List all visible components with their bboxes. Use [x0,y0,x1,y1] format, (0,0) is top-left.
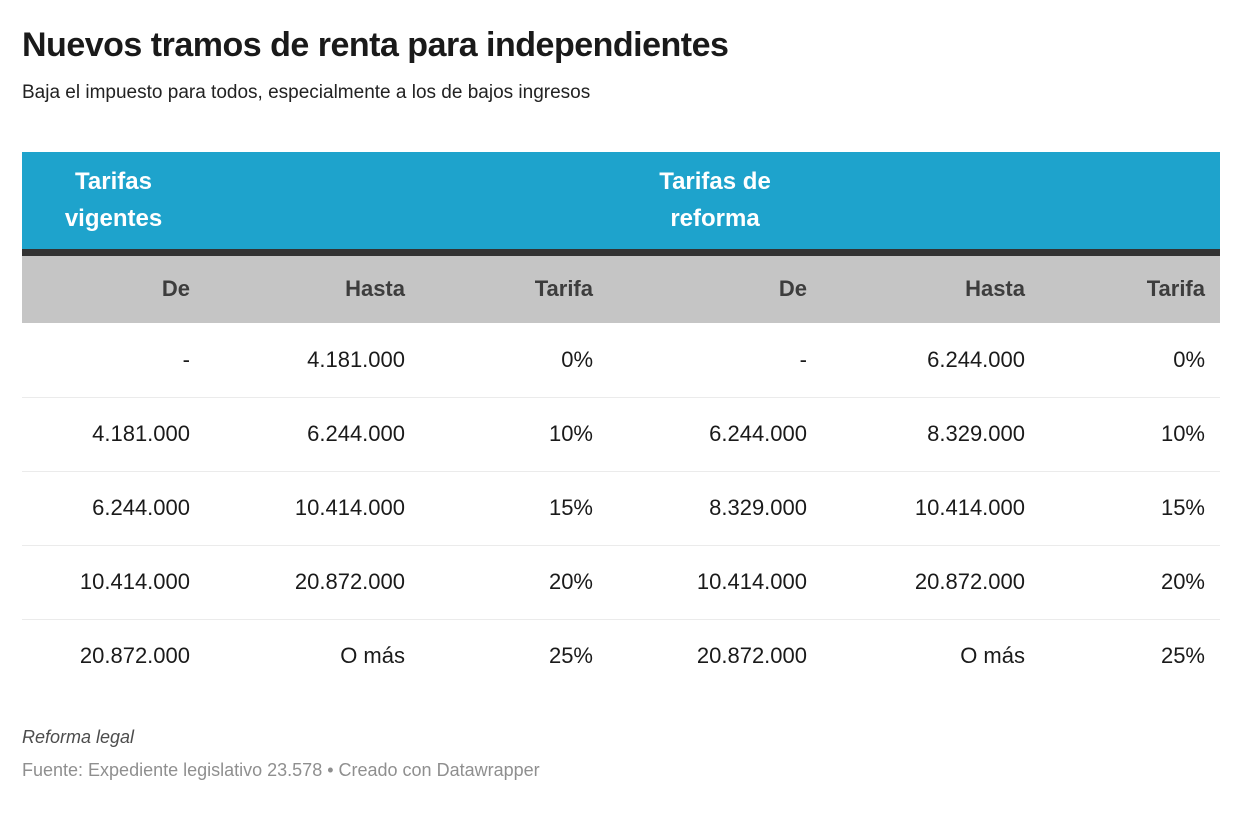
group-header-spacer [420,152,608,256]
column-header-de-current: De [22,252,205,323]
table-body: -4.181.000 0% -6.244.000 0% 4.181.000 6.244.0… [22,323,1220,693]
table-row: 4.181.000 6.244.000 10% 6.244.000 8.329.000 1… [22,396,1220,471]
table-cell: 25% [1040,618,1220,693]
table-cell: 6.244.000 [822,323,1040,397]
table-cell: O más [822,618,1040,693]
table-cell: 10.414.000 [205,470,420,545]
column-header-tarifa-reform: Tarifa [1040,252,1220,323]
table-cell: 20.872.000 [22,618,205,693]
table-cell: 10% [1040,396,1220,471]
group-header-reform-rates: Tarifas de reforma [608,152,822,256]
table-cell: 6.244.000 [22,470,205,545]
rate-table: Tarifas vigentes Tarifas de reforma De H… [22,152,1220,693]
table-cell: O más [205,618,420,693]
table-cell: 20% [1040,544,1220,619]
table-row: -4.181.000 0% -6.244.000 0% [22,323,1220,397]
table-row: 6.244.000 10.414.000 15% 8.329.000 10.414.00… [22,470,1220,545]
table-cell: 20.872.000 [608,618,822,693]
column-header-tarifa-current: Tarifa [420,252,608,323]
page-title: Nuevos tramos de renta para independient… [22,26,729,64]
page-subtitle: Baja el impuesto para todos, especialmen… [22,82,591,103]
table-cell: 20.872.000 [822,544,1040,619]
table-cell: 10.414.000 [608,544,822,619]
table-cell: 15% [1040,470,1220,545]
byline: Reforma legal [22,727,135,747]
column-header-hasta-reform: Hasta [822,252,1040,323]
table-cell: 6.244.000 [608,396,822,471]
table-cell: 10% [420,396,608,471]
group-header-spacer [205,152,420,256]
group-header-spacer [1040,152,1220,256]
table-cell: 4.181.000 [205,323,420,397]
group-header-current-rates: Tarifas vigentes [22,152,205,256]
table-cell: 25% [420,618,608,693]
table-cell: 8.329.000 [822,396,1040,471]
table-cell: 10.414.000 [22,544,205,619]
table-cell: 6.244.000 [205,396,420,471]
table-cell: 4.181.000 [22,396,205,471]
group-header-spacer [822,152,1040,256]
table-cell: 20.872.000 [205,544,420,619]
table-cell: 8.329.000 [608,470,822,545]
page: Nuevos tramos de renta para independient… [22,26,1220,780]
table-cell: 20% [420,544,608,619]
table-column-header-row: De Hasta Tarifa De Hasta Tarifa [22,252,1220,323]
table-group-header-row: Tarifas vigentes Tarifas de reforma [22,152,1220,256]
table-cell: 10.414.000 [822,470,1040,545]
table-cell: - [608,323,822,397]
table-cell: 15% [420,470,608,545]
column-header-hasta-current: Hasta [205,252,420,323]
table-cell: 0% [1040,323,1220,397]
table-cell: - [22,323,205,397]
source-credit: Fuente: Expediente legislativo 23.578 • … [22,760,540,780]
table-row: 10.414.000 20.872.000 20% 10.414.000 20.872.… [22,544,1220,619]
table-cell: 0% [420,323,608,397]
column-header-de-reform: De [608,252,822,323]
table-row: 20.872.000 O más 25% 20.872.000 O más 25% [22,618,1220,693]
